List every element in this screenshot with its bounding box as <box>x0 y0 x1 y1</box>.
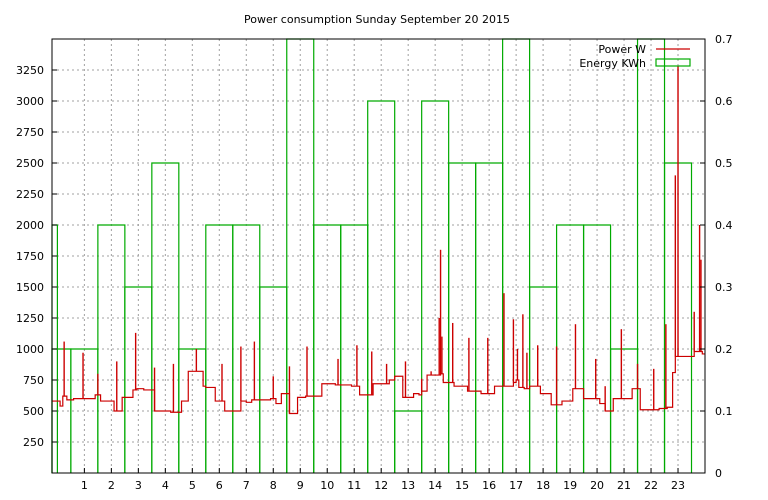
x-tick-label-22: 23 <box>671 479 685 492</box>
x-tick-label-0: 1 <box>81 479 88 492</box>
x-tick-label-12: 13 <box>401 479 415 492</box>
x-tick-label-16: 17 <box>509 479 523 492</box>
x-tick-label-8: 9 <box>297 479 304 492</box>
y-tick-label-5: 1500 <box>16 281 44 294</box>
y-tick-label-6: 1750 <box>16 250 44 263</box>
x-tick-label-10: 11 <box>347 479 361 492</box>
legend-energy-swatch <box>655 58 691 67</box>
y-tick-label-11: 3000 <box>16 95 44 108</box>
y-tick-label-4: 1250 <box>16 312 44 325</box>
power-series <box>52 66 705 415</box>
y2-tick-label-4: 0.4 <box>715 219 733 232</box>
legend: Power W Energy KWh <box>579 43 691 70</box>
y-tick-label-9: 2500 <box>16 157 44 170</box>
x-tick-label-3: 4 <box>162 479 169 492</box>
x-tick-label-4: 5 <box>189 479 196 492</box>
y-tick-label-3: 1000 <box>16 343 44 356</box>
y2-tick-label-2: 0.2 <box>715 343 733 356</box>
x-tick-label-19: 20 <box>590 479 604 492</box>
grid <box>52 39 705 473</box>
y2-tick-label-5: 0.5 <box>715 157 733 170</box>
x-tick-label-18: 19 <box>563 479 577 492</box>
y-tick-label-12: 3250 <box>16 64 44 77</box>
y2-tick-label-3: 0.3 <box>715 281 733 294</box>
y2-tick-label-0: 0 <box>715 467 722 480</box>
x-tick-label-6: 7 <box>243 479 250 492</box>
x-tick-label-20: 21 <box>617 479 631 492</box>
axes: 2505007501000125015001750200022502500275… <box>16 33 733 492</box>
y-tick-label-7: 2000 <box>16 219 44 232</box>
y-tick-label-0: 250 <box>23 436 44 449</box>
x-tick-label-1: 2 <box>108 479 115 492</box>
legend-energy-label: Energy KWh <box>579 57 646 70</box>
plot-frame <box>51 38 706 474</box>
y-tick-label-8: 2250 <box>16 188 44 201</box>
energy-box-14 <box>421 100 450 473</box>
energy-box-4 <box>151 162 180 473</box>
x-tick-label-13: 14 <box>428 479 442 492</box>
y2-tick-label-1: 0.1 <box>715 405 733 418</box>
x-tick-label-9: 10 <box>320 479 334 492</box>
y-tick-label-1: 500 <box>23 405 44 418</box>
x-tick-label-2: 3 <box>135 479 142 492</box>
power-line <box>52 350 705 415</box>
y2-tick-label-7: 0.7 <box>715 33 733 46</box>
x-tick-label-7: 8 <box>270 479 277 492</box>
y-tick-label-2: 750 <box>23 374 44 387</box>
energy-box-12 <box>367 100 396 473</box>
y2-tick-label-6: 0.6 <box>715 95 733 108</box>
x-tick-label-17: 18 <box>536 479 550 492</box>
x-tick-label-15: 16 <box>482 479 496 492</box>
legend-power-label: Power W <box>598 43 646 56</box>
x-tick-label-11: 12 <box>374 479 388 492</box>
y-tick-label-10: 2750 <box>16 126 44 139</box>
x-tick-label-5: 6 <box>216 479 223 492</box>
x-tick-label-14: 15 <box>455 479 469 492</box>
chart-title: Power consumption Sunday September 20 20… <box>244 13 510 26</box>
x-tick-label-21: 22 <box>644 479 658 492</box>
